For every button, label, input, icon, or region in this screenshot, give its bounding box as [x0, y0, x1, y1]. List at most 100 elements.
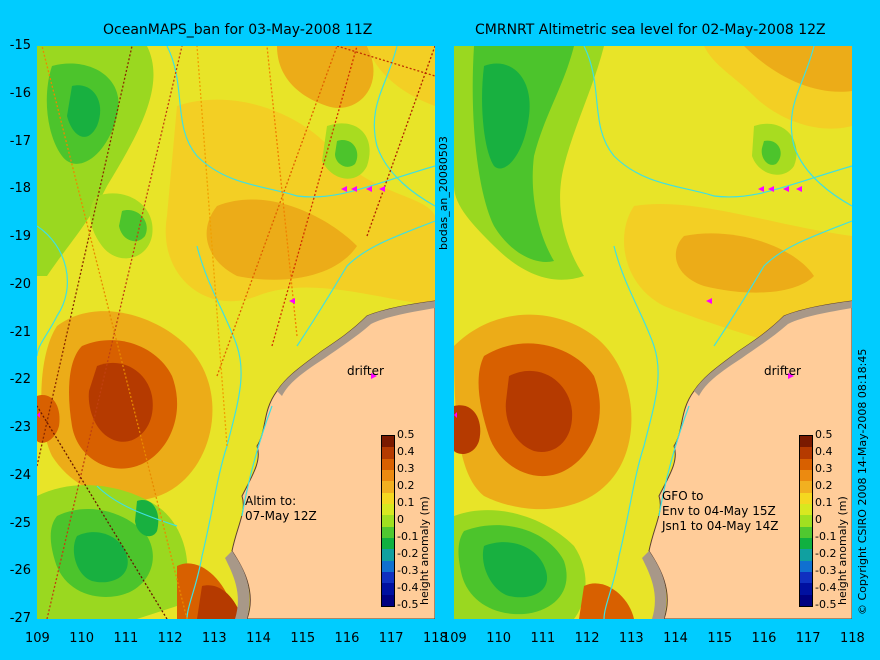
right-x-tick-label: 112	[574, 631, 600, 646]
colorbar-swatch	[382, 515, 394, 527]
left-colorbar-title: height anomaly (m)	[418, 496, 431, 605]
colorbar-swatch	[800, 571, 812, 584]
left-colorbar	[381, 435, 395, 607]
colorbar-swatch	[800, 469, 812, 482]
colorbar-tick-label: -0.3	[815, 564, 837, 577]
right-colorbar-title: height anomaly (m)	[836, 496, 849, 605]
left-x-tick-label: 114	[246, 631, 271, 646]
right-x-tick-label: 111	[530, 631, 556, 646]
y-tick-label: -22	[9, 372, 31, 388]
right-x-tick-label: 110	[486, 631, 512, 646]
right-altim-note-line: Jsn1 to 04-May 14Z	[662, 519, 779, 533]
left-altim-note-line: 07-May 12Z	[245, 509, 317, 523]
left-altim-note: Altim to: 07-May 12Z	[245, 494, 317, 524]
colorbar-swatch	[382, 594, 394, 606]
right-altim-note-line: Env to 04-May 15Z	[662, 504, 776, 518]
left-x-tick-label: 117	[378, 631, 404, 646]
left-panel-title: OceanMAPS_ban for 03-May-2008 11Z	[103, 22, 373, 38]
left-x-tick-label: 113	[201, 631, 227, 646]
colorbar-tick-label: -0.1	[397, 530, 419, 543]
right-x-tick-label: 113	[618, 631, 644, 646]
colorbar-tick-label: -0.1	[815, 530, 837, 543]
colorbar-tick-label: 0.5	[815, 428, 833, 441]
y-tick-label: -19	[9, 229, 31, 244]
colorbar-swatch	[382, 436, 394, 448]
right-altim-note: GFO to Env to 04-May 15Z Jsn1 to 04-May …	[662, 489, 778, 534]
right-x-tick-label: 115	[707, 631, 733, 646]
right-map-panel	[454, 46, 852, 619]
colorbar-swatch	[800, 560, 812, 572]
colorbar-tick-label: 0.5	[397, 428, 415, 441]
left-map-svg	[37, 46, 435, 619]
colorbar-swatch	[382, 492, 394, 504]
colorbar-swatch	[800, 515, 812, 527]
y-tick-label: -16	[9, 85, 31, 101]
right-altim-note-line: GFO to	[662, 489, 704, 503]
colorbar-swatch	[800, 549, 812, 561]
left-x-tick-label: 110	[69, 631, 95, 646]
colorbar-swatch	[800, 537, 812, 550]
colorbar-swatch	[800, 436, 812, 448]
left-x-tick-label: 112	[157, 631, 183, 646]
colorbar-swatch	[800, 526, 812, 538]
colorbar-swatch	[800, 503, 812, 516]
right-x-tick-label: 117	[795, 631, 821, 646]
y-tick-label: -26	[9, 563, 31, 579]
colorbar-swatch	[382, 537, 394, 550]
colorbar-swatch	[382, 571, 394, 584]
left-x-tick-label: 109	[25, 631, 50, 646]
left-x-tick-label: 116	[334, 631, 360, 646]
colorbar-swatch	[800, 458, 812, 470]
colorbar-tick-label: 0	[397, 513, 404, 526]
y-tick-label: -27	[9, 611, 31, 626]
colorbar-tick-label: 0.2	[397, 479, 415, 492]
colorbar-tick-label: 0.4	[397, 445, 415, 458]
colorbar-swatch	[800, 447, 812, 459]
right-panel-title: CMRNRT Altimetric sea level for 02-May-2…	[475, 22, 826, 38]
left-x-tick-label: 111	[113, 631, 139, 646]
colorbar-swatch	[382, 481, 394, 493]
right-drifter-markers	[454, 186, 802, 418]
copyright-label: © Copyright CSIRO 2008 14-May-2008 08:18…	[856, 348, 869, 615]
colorbar-swatch	[382, 503, 394, 516]
right-map-svg	[454, 46, 852, 619]
colorbar-swatch	[382, 458, 394, 470]
colorbar-swatch	[382, 560, 394, 572]
y-tick-label: -23	[9, 420, 31, 435]
colorbar-tick-label: 0.3	[397, 462, 415, 475]
y-tick-label: -17	[9, 133, 31, 149]
colorbar-tick-label: 0.3	[815, 462, 833, 475]
colorbar-tick-label: -0.2	[815, 547, 837, 560]
y-tick-label: -15	[9, 38, 31, 53]
colorbar-tick-label: 0	[815, 513, 822, 526]
colorbar-tick-label: 0.2	[815, 479, 833, 492]
left-map-panel	[37, 46, 435, 619]
right-colorbar	[799, 435, 813, 607]
colorbar-swatch	[382, 526, 394, 538]
colorbar-swatch	[382, 447, 394, 459]
colorbar-swatch	[382, 469, 394, 482]
colorbar-tick-label: -0.5	[815, 598, 837, 611]
y-tick-label: -21	[9, 324, 31, 340]
colorbar-tick-label: -0.3	[397, 564, 419, 577]
colorbar-swatch	[382, 549, 394, 561]
colorbar-tick-label: 0.1	[815, 496, 833, 509]
right-drifter-label: drifter	[764, 364, 801, 378]
right-x-tick-label: 114	[663, 631, 688, 646]
colorbar-swatch	[800, 492, 812, 504]
left-drifter-label: drifter	[347, 364, 384, 378]
colorbar-tick-label: -0.5	[397, 598, 419, 611]
colorbar-swatch	[800, 583, 812, 595]
colorbar-tick-label: -0.4	[815, 581, 837, 594]
left-x-tick-label: 115	[290, 631, 316, 646]
colorbar-swatch	[800, 594, 812, 606]
colorbar-swatch	[800, 481, 812, 493]
left-altim-note-line: Altim to:	[245, 494, 297, 508]
bodas-run-label: bodas_an_20080503	[437, 136, 450, 250]
colorbar-tick-label: 0.1	[397, 496, 415, 509]
colorbar-tick-label: -0.2	[397, 547, 419, 560]
right-x-tick-label: 109	[442, 631, 467, 646]
colorbar-tick-label: 0.4	[815, 445, 833, 458]
colorbar-tick-label: -0.4	[397, 581, 419, 594]
left-drifter-markers	[37, 186, 385, 418]
